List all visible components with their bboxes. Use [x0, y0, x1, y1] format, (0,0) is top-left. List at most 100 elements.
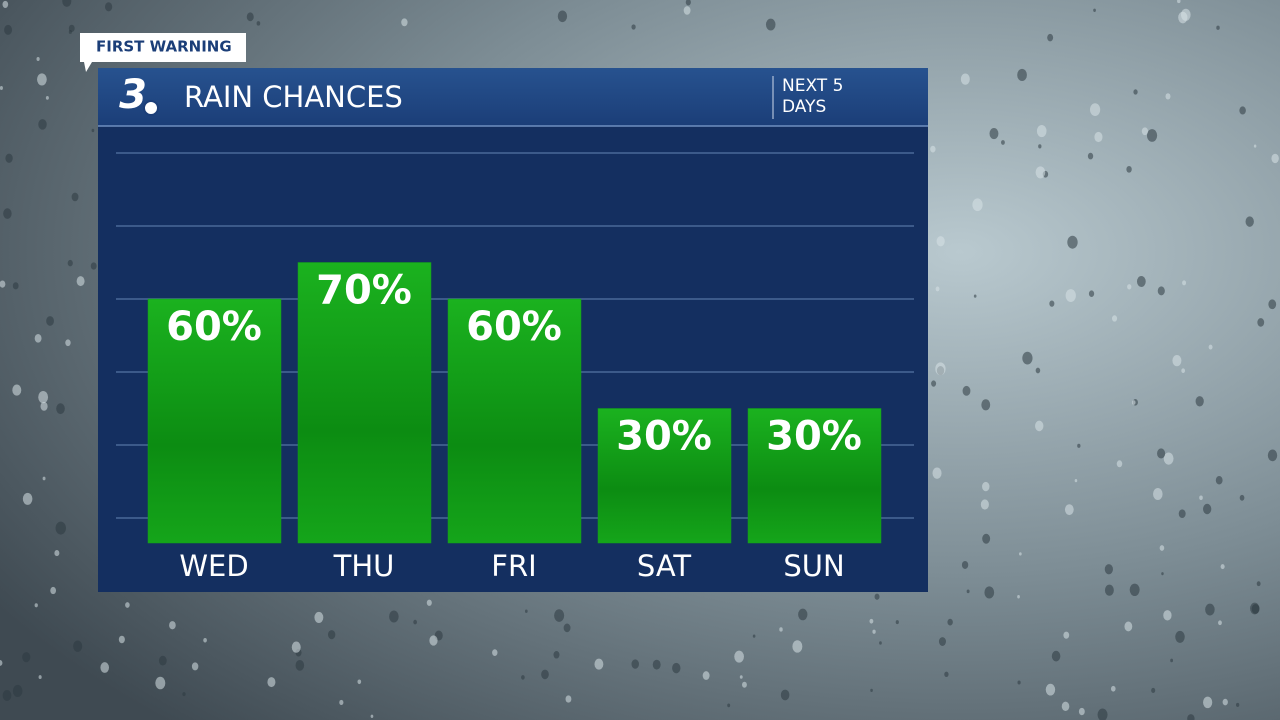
- drop: [1104, 584, 1114, 596]
- drop: [191, 662, 199, 671]
- drop: [557, 10, 568, 23]
- drop: [683, 6, 691, 15]
- drop: [45, 95, 49, 100]
- drop: [1172, 354, 1182, 367]
- drop: [1022, 351, 1033, 365]
- drop: [291, 641, 301, 653]
- drop: [936, 236, 945, 247]
- drop: [1236, 702, 1240, 707]
- drop: [1045, 683, 1056, 696]
- drop: [524, 609, 528, 613]
- drop: [1126, 165, 1132, 173]
- drop: [1257, 318, 1265, 327]
- drop: [1175, 630, 1185, 643]
- drop: [1205, 603, 1215, 616]
- drop: [0, 280, 6, 288]
- drop: [314, 611, 324, 624]
- drop: [652, 659, 661, 670]
- drop: [765, 18, 776, 31]
- drop: [1151, 687, 1156, 693]
- drop: [982, 533, 991, 544]
- drop: [12, 282, 19, 290]
- drop: [1017, 68, 1027, 82]
- drop: [12, 684, 23, 697]
- drop: [727, 703, 731, 708]
- drop: [1124, 621, 1133, 632]
- drop: [1019, 552, 1022, 556]
- drop: [1001, 140, 1005, 145]
- drop: [1239, 106, 1246, 115]
- drop: [1157, 448, 1166, 459]
- drop: [672, 662, 681, 674]
- drop: [34, 603, 38, 608]
- drop: [1061, 701, 1070, 712]
- drop: [930, 145, 936, 153]
- drop: [1218, 620, 1222, 626]
- drop: [22, 652, 31, 663]
- drop: [158, 655, 167, 666]
- drop: [1089, 103, 1101, 116]
- drop: [62, 0, 72, 7]
- drop: [104, 2, 113, 12]
- drop: [981, 399, 991, 411]
- drop: [55, 521, 66, 535]
- drop: [5, 153, 13, 163]
- drop: [872, 629, 876, 634]
- drop: [100, 662, 110, 673]
- drop: [46, 316, 54, 326]
- drop: [1047, 33, 1054, 42]
- drop: [935, 362, 946, 376]
- drop: [1163, 610, 1172, 621]
- drop: [874, 593, 880, 600]
- drop: [966, 589, 970, 594]
- drop: [1104, 564, 1113, 575]
- drop: [3, 208, 12, 219]
- x-tick-label: WED: [179, 549, 248, 583]
- drop: [989, 128, 999, 140]
- drop: [563, 623, 571, 633]
- drop: [1065, 289, 1076, 302]
- drop: [38, 119, 47, 130]
- drop: [938, 637, 946, 646]
- drop: [554, 609, 565, 622]
- drop: [1097, 708, 1108, 720]
- subtitle: NEXT 5 DAYS: [782, 76, 844, 117]
- drop: [1165, 93, 1171, 100]
- drop: [90, 262, 97, 270]
- drop: [1178, 509, 1186, 519]
- drop: [935, 286, 940, 292]
- drop: [68, 24, 75, 33]
- drop: [1087, 152, 1094, 160]
- drop: [1245, 216, 1254, 227]
- drop: [1267, 449, 1278, 462]
- drop: [972, 198, 983, 212]
- drop: [685, 0, 691, 6]
- drop: [1215, 476, 1223, 485]
- drop: [413, 619, 417, 625]
- drop: [1017, 595, 1020, 599]
- drop: [118, 635, 125, 644]
- drop: [1256, 581, 1261, 587]
- drop: [0, 86, 3, 90]
- drop: [1178, 11, 1188, 24]
- drop: [339, 699, 344, 706]
- drop: [12, 384, 22, 396]
- drop: [1170, 658, 1174, 663]
- drop: [1111, 315, 1118, 322]
- drop: [1199, 495, 1203, 500]
- drop: [389, 610, 399, 623]
- drop: [1131, 400, 1136, 405]
- drop: [36, 56, 40, 61]
- drop: [1088, 290, 1095, 298]
- value-label: 70%: [316, 268, 412, 314]
- drop: [1017, 680, 1021, 685]
- drop: [565, 695, 572, 703]
- drop: [37, 73, 47, 86]
- bar: [597, 408, 732, 544]
- value-label: 30%: [766, 414, 862, 460]
- drop: [426, 599, 432, 606]
- bar: [747, 408, 882, 544]
- drop: [2, 690, 12, 701]
- drop: [1036, 124, 1047, 138]
